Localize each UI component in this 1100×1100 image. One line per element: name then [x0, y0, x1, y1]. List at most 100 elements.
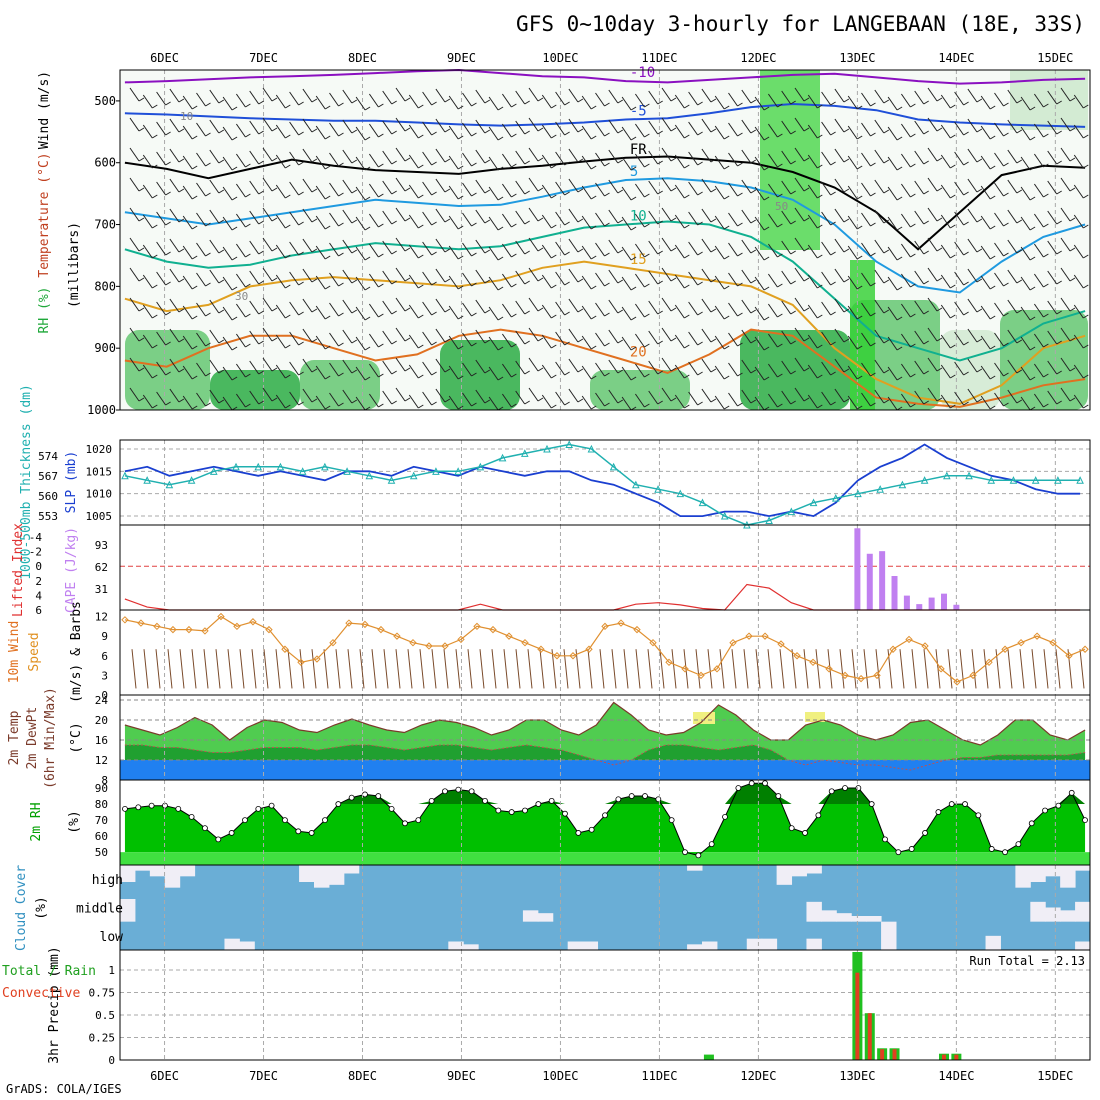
cloud-cell	[180, 865, 195, 876]
cloud-panel	[120, 865, 1091, 950]
rh2m-marker	[1016, 842, 1021, 847]
wind-barb-10m	[600, 649, 604, 688]
rh2m-marker	[896, 850, 901, 855]
cloud-cell	[866, 916, 881, 922]
day-label-top: 6DEC	[150, 51, 179, 65]
rh2m-panel	[120, 780, 1090, 865]
precip-conv-bar	[880, 1049, 884, 1060]
wind-barb-10m	[192, 649, 196, 688]
wind-barb-10m	[336, 649, 340, 688]
day-label-bottom: 9DEC	[447, 1069, 476, 1083]
cloud-cell	[747, 939, 762, 950]
precip-tick-label: 0.5	[95, 1009, 115, 1022]
precip-frame	[120, 950, 1090, 1060]
rh-contour-label: 50	[775, 200, 788, 213]
temp-axis-label-4: (°C)	[69, 722, 84, 753]
rh2m-marker	[1056, 803, 1061, 808]
rh-shading	[210, 370, 300, 410]
rh2m-marker	[149, 803, 154, 808]
wind-barb-10m	[420, 649, 424, 688]
cloud-cell	[329, 865, 344, 885]
wind-barb-10m	[984, 649, 988, 688]
rh2m-marker	[643, 794, 648, 799]
rh-shading	[300, 360, 380, 410]
rh2m-marker	[242, 818, 247, 823]
cloud-cell	[239, 942, 254, 951]
wind-axis-label: Wind (m/s)	[37, 71, 52, 149]
lifted-index-line	[125, 585, 1080, 611]
wind-barb-10m	[960, 649, 964, 688]
rh2m-marker	[1029, 821, 1034, 826]
rh2m-marker	[229, 830, 234, 835]
wind-barb-10m	[672, 649, 676, 688]
rh2m-tick-label: 90	[95, 782, 108, 795]
cape-bar	[879, 551, 885, 610]
rh2m-marker	[603, 813, 608, 818]
cape-tick-label: 31	[95, 583, 108, 596]
wind-barb-10m	[1008, 649, 1012, 688]
cloud-cell	[568, 942, 583, 951]
rh2m-marker	[402, 821, 407, 826]
slp-tick-label: 1010	[86, 488, 113, 501]
wind-barb-10m	[468, 649, 472, 688]
slp-axis-label: SLP (mb)	[64, 451, 79, 514]
rh2m-tick-label: 60	[95, 830, 108, 843]
day-label-bottom: 10DEC	[542, 1069, 578, 1083]
rh2m-marker	[322, 818, 327, 823]
temp-tick-label: 24	[95, 694, 109, 707]
wind-barb-10m	[1080, 649, 1084, 688]
wind-barb-10m	[516, 649, 520, 688]
day-label-bottom: 14DEC	[938, 1069, 974, 1083]
rh2m-marker	[296, 829, 301, 834]
rh2m-marker	[549, 798, 554, 803]
cloud-cell	[702, 942, 717, 951]
rh2m-marker	[749, 781, 754, 786]
cape-bar	[941, 594, 947, 610]
rh2m-marker	[456, 787, 461, 792]
wind-barb-10m	[252, 649, 256, 688]
rh-contour-label: 10	[180, 110, 193, 123]
wind-barb-10m	[840, 649, 844, 688]
cloud-cell	[1075, 942, 1090, 951]
rh2m-marker	[1003, 850, 1008, 855]
li-tick-label: 4	[35, 589, 42, 602]
rh2m-marker	[589, 827, 594, 832]
wind-barb-10m	[708, 649, 712, 688]
rh2m-marker	[909, 846, 914, 851]
precip-conv-bar	[954, 1055, 958, 1060]
rh2m-marker	[923, 830, 928, 835]
wind-barb-10m	[144, 649, 148, 688]
wind-barb-10m	[228, 649, 232, 688]
wind-barb-10m	[408, 649, 412, 688]
wind-barb-10m	[948, 649, 952, 688]
cross-section-panel: -10-5FR5101520103050	[120, 65, 1090, 410]
day-label-bottom: 12DEC	[740, 1069, 776, 1083]
wind-barb-10m	[276, 649, 280, 688]
cape-bar	[854, 528, 860, 610]
wind-barb-10m	[156, 649, 160, 688]
rh2m-marker	[576, 830, 581, 835]
cloud-cell	[851, 916, 866, 922]
rh2m-marker	[803, 830, 808, 835]
li-tick-label: 0	[35, 560, 42, 573]
li-tick-label: 6	[35, 604, 42, 617]
day-label-top: 13DEC	[839, 51, 875, 65]
cape-bar	[892, 576, 898, 610]
slp-tick-label: 1020	[86, 443, 113, 456]
cloud-cell	[881, 922, 896, 950]
precip-tick-label: 0	[108, 1054, 115, 1067]
cloud-cell	[806, 939, 821, 950]
slp-line	[125, 445, 1080, 517]
wind-barb-10m	[324, 649, 328, 688]
wind-barb-10m	[780, 649, 784, 688]
rh2m-marker	[389, 806, 394, 811]
day-label-bottom: 7DEC	[249, 1069, 278, 1083]
rh2m-marker	[976, 813, 981, 818]
wind-barb-10m	[312, 649, 316, 688]
day-label-bottom: 13DEC	[839, 1069, 875, 1083]
cloud-cell	[1075, 865, 1090, 871]
rh2m-marker	[683, 850, 688, 855]
cape-axis-label: CAPE (J/kg)	[64, 527, 79, 613]
wind-axis-label-3: (m/s) & Barbs	[69, 601, 84, 703]
precip-legend-total: Total / Rain	[2, 964, 96, 979]
